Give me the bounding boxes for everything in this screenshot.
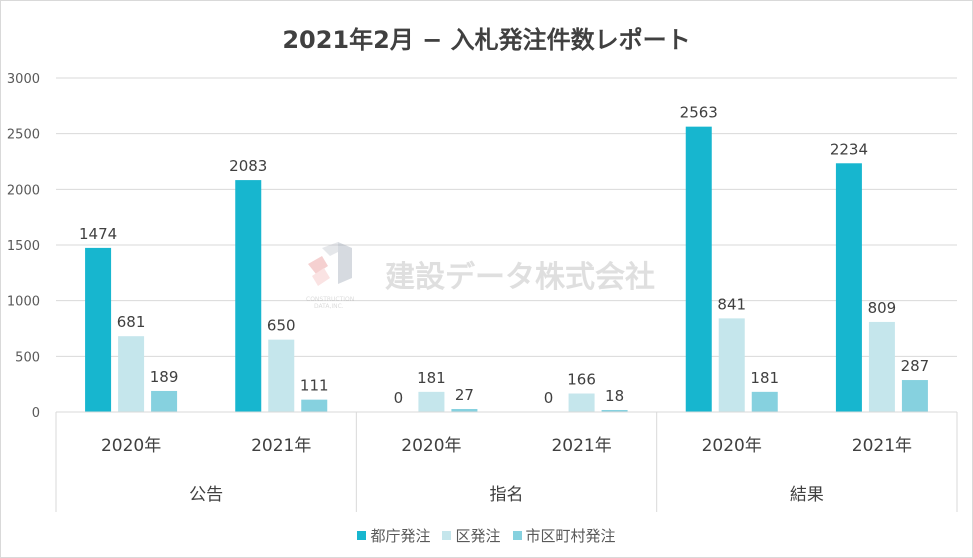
data-label: 681 <box>117 313 146 331</box>
bar <box>835 163 862 412</box>
bar <box>868 321 895 412</box>
watermark-logo: 建設データ株式会社 CONSTRUCTION DATA,INC. <box>300 238 680 318</box>
x-tick-label: 2021年 <box>251 436 311 456</box>
data-label: 18 <box>605 387 624 405</box>
bar <box>751 391 778 412</box>
x-tick-label: 2021年 <box>852 436 912 456</box>
y-tick-label: 1500 <box>7 239 40 254</box>
x-tick-label: 2021年 <box>551 436 611 456</box>
bar <box>85 247 112 412</box>
legend-label: 都庁発注 <box>370 527 431 545</box>
data-label: 189 <box>150 368 179 386</box>
data-label: 181 <box>417 369 446 387</box>
bar <box>685 126 712 413</box>
data-label: 0 <box>394 389 404 407</box>
y-tick-label: 500 <box>15 350 40 365</box>
x-group-label: 公告 <box>189 485 223 505</box>
bar <box>901 380 928 412</box>
legend-item: 市区町村発注 <box>512 525 616 546</box>
logo-icon <box>308 242 352 286</box>
data-label: 0 <box>544 389 554 407</box>
legend-swatch <box>357 531 367 540</box>
x-group-label: 結果 <box>790 485 824 505</box>
bar <box>151 390 178 412</box>
legend-swatch <box>512 531 522 540</box>
bar <box>418 391 445 412</box>
legend-label: 市区町村発注 <box>525 527 616 545</box>
legend-item: 区発注 <box>442 525 501 546</box>
bar <box>268 339 295 412</box>
bar <box>718 318 745 412</box>
y-tick-label: 1000 <box>7 295 40 310</box>
data-label: 1474 <box>79 225 117 243</box>
data-label: 111 <box>300 377 329 395</box>
x-tick-label: 2020年 <box>401 436 461 456</box>
x-tick-label: 2020年 <box>101 436 161 456</box>
watermark-text: 建設データ株式会社 <box>385 260 655 295</box>
chart-title: 2021年2月 − 入札発注件数レポート <box>282 26 691 54</box>
data-label: 650 <box>267 317 296 335</box>
bar <box>118 336 145 412</box>
legend-swatch <box>442 531 452 540</box>
y-tick-label: 0 <box>32 406 40 421</box>
watermark-subtext: CONSTRUCTION DATA,INC. <box>306 296 355 310</box>
data-label: 2083 <box>229 157 267 175</box>
legend-label: 区発注 <box>455 527 501 545</box>
x-group-label: 指名 <box>490 485 524 505</box>
data-label: 841 <box>717 295 746 313</box>
data-label: 2563 <box>680 104 718 122</box>
bar <box>568 393 595 412</box>
data-label: 809 <box>868 299 897 317</box>
bar <box>451 408 478 412</box>
y-tick-label: 2500 <box>7 128 40 143</box>
legend-item: 都庁発注 <box>357 525 430 546</box>
data-label: 166 <box>567 371 596 389</box>
bar <box>235 180 262 412</box>
bar <box>601 409 628 412</box>
data-label: 2234 <box>830 140 868 158</box>
data-label: 181 <box>750 369 779 387</box>
bar <box>301 399 328 412</box>
x-tick-label: 2020年 <box>702 436 762 456</box>
data-label: 27 <box>455 386 474 404</box>
legend: 都庁発注 区発注 市区町村発注 <box>0 525 973 546</box>
data-label: 287 <box>901 357 930 375</box>
y-tick-label: 2000 <box>7 183 40 198</box>
y-tick-label: 3000 <box>7 72 40 87</box>
